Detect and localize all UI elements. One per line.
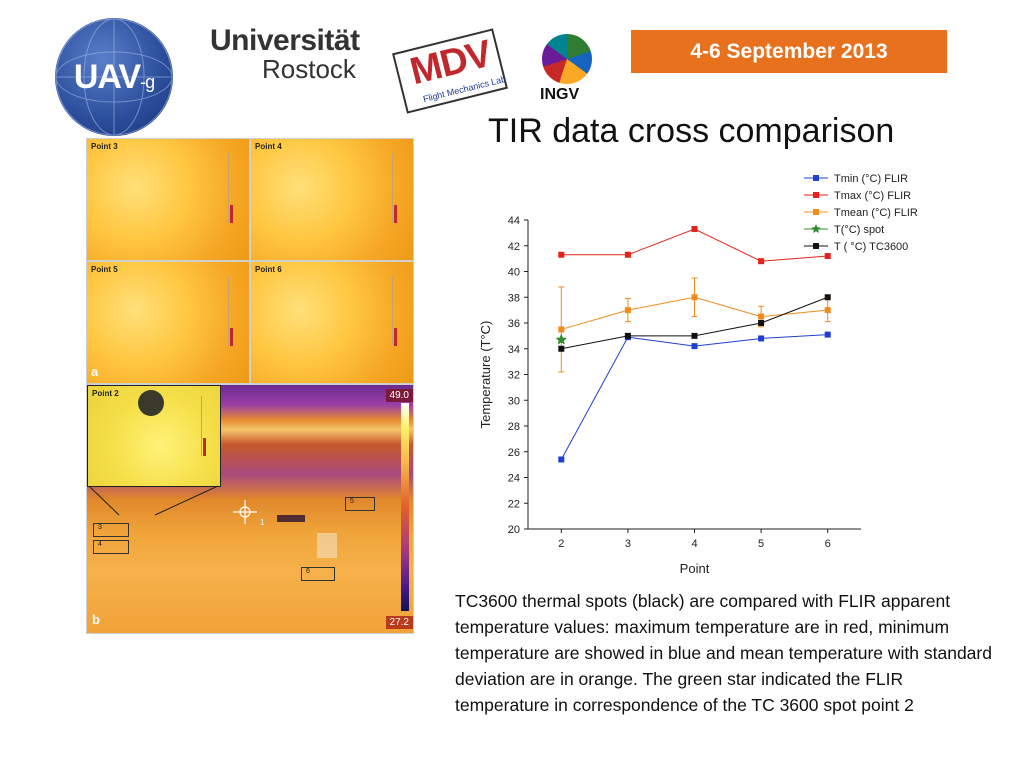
y-axis-label: Temperature (T°C)	[478, 321, 493, 429]
legend-label: Tmax (°C) FLIR	[834, 190, 911, 202]
legend-label: Tmin (°C) FLIR	[834, 173, 908, 185]
y-tick-label: 30	[508, 395, 520, 407]
x-tick-label: 6	[825, 538, 831, 550]
data-point	[624, 332, 631, 339]
inset-scale-icon	[201, 396, 208, 456]
data-point	[824, 307, 831, 314]
legend-marker	[813, 192, 819, 198]
series-line	[561, 228, 828, 262]
legend-label: T(°C) spot	[834, 224, 884, 236]
data-point	[758, 320, 765, 326]
data-point-star	[555, 333, 567, 345]
uav-g-logo: UAV-g	[55, 18, 173, 136]
y-tick-label: 22	[508, 498, 520, 510]
x-tick-label: 2	[558, 538, 564, 550]
y-tick-label: 36	[508, 318, 520, 330]
panel-b-letter: b	[92, 612, 100, 627]
data-point	[691, 332, 698, 339]
caption-text: TC3600 thermal spots (black) are compare…	[455, 591, 992, 715]
data-point	[558, 345, 565, 352]
inset-point-2: Point 2	[87, 385, 221, 487]
university-rostock-logo: Universität Rostock	[210, 26, 370, 86]
y-tick-label: 24	[508, 473, 520, 485]
globe-grid-icon	[55, 18, 173, 136]
y-tick-label: 42	[508, 241, 520, 253]
data-point	[691, 343, 698, 350]
data-point	[758, 335, 765, 342]
tile-label: Point 6	[255, 265, 282, 274]
temperature-chart: 20 22 24 26 28 30 32 34 36 38 40 42 44 2 3 4 5 6 Point Temp…	[458, 170, 930, 582]
panel-a-letter: a	[91, 364, 99, 379]
spot-box-5: 5	[345, 497, 375, 511]
data-point	[624, 307, 631, 314]
series-line	[560, 334, 828, 460]
data-point	[558, 456, 565, 463]
data-point	[624, 251, 631, 258]
rostock-logo-line2: Rostock	[262, 54, 356, 84]
thermal-tile-point-5: Point 5 a	[86, 261, 250, 384]
tile-scale-icon	[228, 276, 235, 346]
y-tick-label: 38	[508, 292, 520, 304]
thermal-tile-point-3: Point 3	[86, 138, 250, 261]
thermal-colorbar	[401, 403, 409, 611]
y-tick-label: 20	[508, 524, 520, 536]
data-point	[758, 258, 765, 265]
mdv-logo: MDV Flight Mechanics Lab	[392, 28, 510, 114]
data-point	[691, 226, 698, 233]
y-tick-label: 40	[508, 267, 520, 279]
ingv-globe-icon	[542, 34, 592, 84]
legend-marker	[813, 243, 819, 249]
data-point	[824, 253, 831, 260]
spot-box-3: 3	[93, 523, 129, 537]
legend-marker	[813, 209, 819, 215]
uav-logo-text: UAV-g	[73, 58, 155, 96]
y-tick-label: 34	[508, 344, 520, 356]
y-tick-label: 44	[508, 215, 520, 227]
thermal-tile-point-6: Point 6	[250, 261, 414, 384]
tile-scale-icon	[392, 153, 399, 223]
data-point	[558, 326, 565, 333]
spot-box-6: 6	[301, 567, 335, 581]
legend-marker	[813, 175, 819, 181]
y-tick-label: 28	[508, 421, 520, 433]
y-tick-label: 32	[508, 370, 520, 382]
legend-label: T ( °C) TC3600	[834, 241, 908, 253]
thermal-image-composite: Point 3 Point 4 Point 5 a Point 6 Point …	[86, 138, 414, 634]
x-tick-label: 4	[691, 538, 697, 550]
tile-scale-icon	[228, 153, 235, 223]
date-badge: 4-6 September 2013	[631, 30, 947, 73]
inset-connector-lines	[88, 485, 337, 558]
x-tick-label: 5	[758, 538, 764, 550]
crosshair-label: 1	[260, 518, 265, 527]
thermal-tile-point-4: Point 4	[250, 138, 414, 261]
crosshair-icon	[233, 500, 257, 524]
thermal-panel-b: Point 2 1 3 4 5 6 49.0 27.2 b	[86, 384, 414, 634]
data-point	[691, 294, 698, 301]
legend-label: Tmean (°C) FLIR	[834, 207, 918, 219]
data-point	[758, 313, 765, 320]
x-axis-label: Point	[680, 561, 710, 576]
x-tick-label: 3	[625, 538, 631, 550]
data-point	[558, 251, 565, 258]
rostock-logo-line1: Universität	[210, 24, 360, 57]
inset-label: Point 2	[92, 389, 119, 398]
tile-label: Point 4	[255, 142, 282, 151]
data-point	[824, 294, 831, 301]
spot-box-4: 4	[93, 540, 129, 554]
scale-max-label: 49.0	[385, 389, 413, 402]
legend-marker-star	[811, 224, 821, 233]
slide-title: TIR data cross comparison	[488, 112, 895, 150]
dark-spot-icon	[138, 390, 164, 416]
data-point	[824, 331, 831, 338]
tile-scale-icon	[392, 276, 399, 346]
y-tick-label: 26	[508, 447, 520, 459]
tile-label: Point 5	[91, 265, 118, 274]
scale-min-label: 27.2	[385, 616, 413, 629]
tile-label: Point 3	[91, 142, 118, 151]
ingv-logo: INGV	[540, 34, 598, 106]
ingv-logo-text: INGV	[540, 86, 580, 103]
